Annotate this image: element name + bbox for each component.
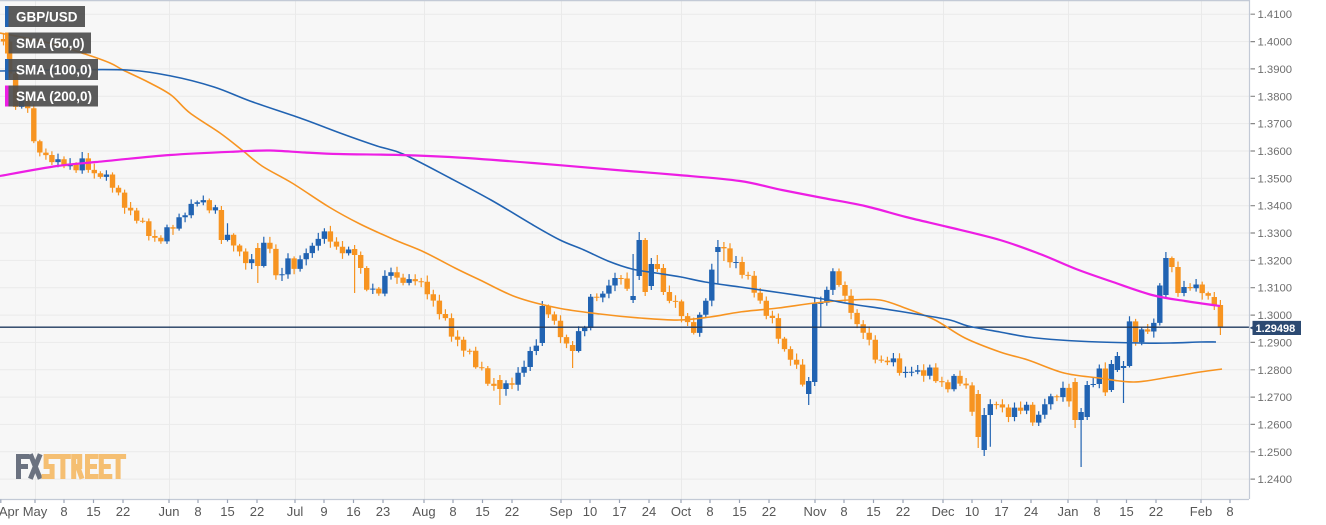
svg-text:GBP/USD: GBP/USD (16, 10, 78, 25)
svg-text:May: May (23, 504, 48, 519)
svg-text:1.3100: 1.3100 (1258, 283, 1293, 295)
svg-text:1.2900: 1.2900 (1258, 337, 1293, 349)
svg-text:15: 15 (1119, 504, 1133, 519)
svg-text:9: 9 (320, 504, 327, 519)
svg-text:22: 22 (762, 504, 776, 519)
svg-text:Apr: Apr (0, 504, 20, 519)
svg-text:8: 8 (60, 504, 67, 519)
svg-text:1.3800: 1.3800 (1258, 91, 1293, 103)
svg-text:1.3500: 1.3500 (1258, 173, 1293, 185)
svg-text:22: 22 (896, 504, 910, 519)
svg-text:1.3700: 1.3700 (1258, 119, 1293, 131)
svg-text:Nov: Nov (803, 504, 827, 519)
svg-text:8: 8 (840, 504, 847, 519)
svg-text:1.4100: 1.4100 (1258, 9, 1293, 21)
svg-text:Dec: Dec (931, 504, 955, 519)
svg-text:17: 17 (994, 504, 1008, 519)
svg-text:1.3400: 1.3400 (1258, 201, 1293, 213)
svg-text:8: 8 (1226, 504, 1233, 519)
svg-text:16: 16 (346, 504, 360, 519)
svg-text:22: 22 (505, 504, 519, 519)
svg-text:1.2800: 1.2800 (1258, 365, 1293, 377)
svg-text:15: 15 (475, 504, 489, 519)
svg-text:10: 10 (583, 504, 597, 519)
svg-text:1.3200: 1.3200 (1258, 255, 1293, 267)
svg-text:1.3900: 1.3900 (1258, 64, 1293, 76)
svg-text:15: 15 (220, 504, 234, 519)
svg-text:8: 8 (194, 504, 201, 519)
svg-text:1.2500: 1.2500 (1258, 447, 1293, 459)
svg-text:Feb: Feb (1190, 504, 1212, 519)
svg-text:1.4000: 1.4000 (1258, 37, 1293, 49)
svg-text:Aug: Aug (412, 504, 435, 519)
svg-text:1.2400: 1.2400 (1258, 474, 1293, 486)
svg-text:SMA (200,0): SMA (200,0) (16, 89, 92, 104)
svg-text:8: 8 (1093, 504, 1100, 519)
svg-text:22: 22 (116, 504, 130, 519)
svg-text:Jul: Jul (287, 504, 304, 519)
svg-text:1.2600: 1.2600 (1258, 419, 1293, 431)
svg-text:Oct: Oct (671, 504, 692, 519)
svg-text:1.3000: 1.3000 (1258, 310, 1293, 322)
svg-text:1.29498: 1.29498 (1256, 323, 1296, 335)
svg-text:Jan: Jan (1058, 504, 1079, 519)
svg-text:Sep: Sep (549, 504, 572, 519)
svg-text:15: 15 (866, 504, 880, 519)
svg-text:24: 24 (642, 504, 656, 519)
svg-text:1.3600: 1.3600 (1258, 146, 1293, 158)
svg-text:15: 15 (86, 504, 100, 519)
svg-text:22: 22 (250, 504, 264, 519)
svg-text:SMA (50,0): SMA (50,0) (16, 36, 85, 51)
svg-text:Jun: Jun (159, 504, 180, 519)
svg-text:24: 24 (1024, 504, 1038, 519)
svg-text:10: 10 (965, 504, 979, 519)
svg-text:SMA (100,0): SMA (100,0) (16, 63, 92, 78)
svg-text:1.3300: 1.3300 (1258, 228, 1293, 240)
svg-text:15: 15 (732, 504, 746, 519)
svg-text:8: 8 (706, 504, 713, 519)
svg-text:22: 22 (1149, 504, 1163, 519)
svg-text:23: 23 (376, 504, 390, 519)
svg-text:1.2700: 1.2700 (1258, 392, 1293, 404)
svg-text:8: 8 (449, 504, 456, 519)
svg-text:17: 17 (612, 504, 626, 519)
